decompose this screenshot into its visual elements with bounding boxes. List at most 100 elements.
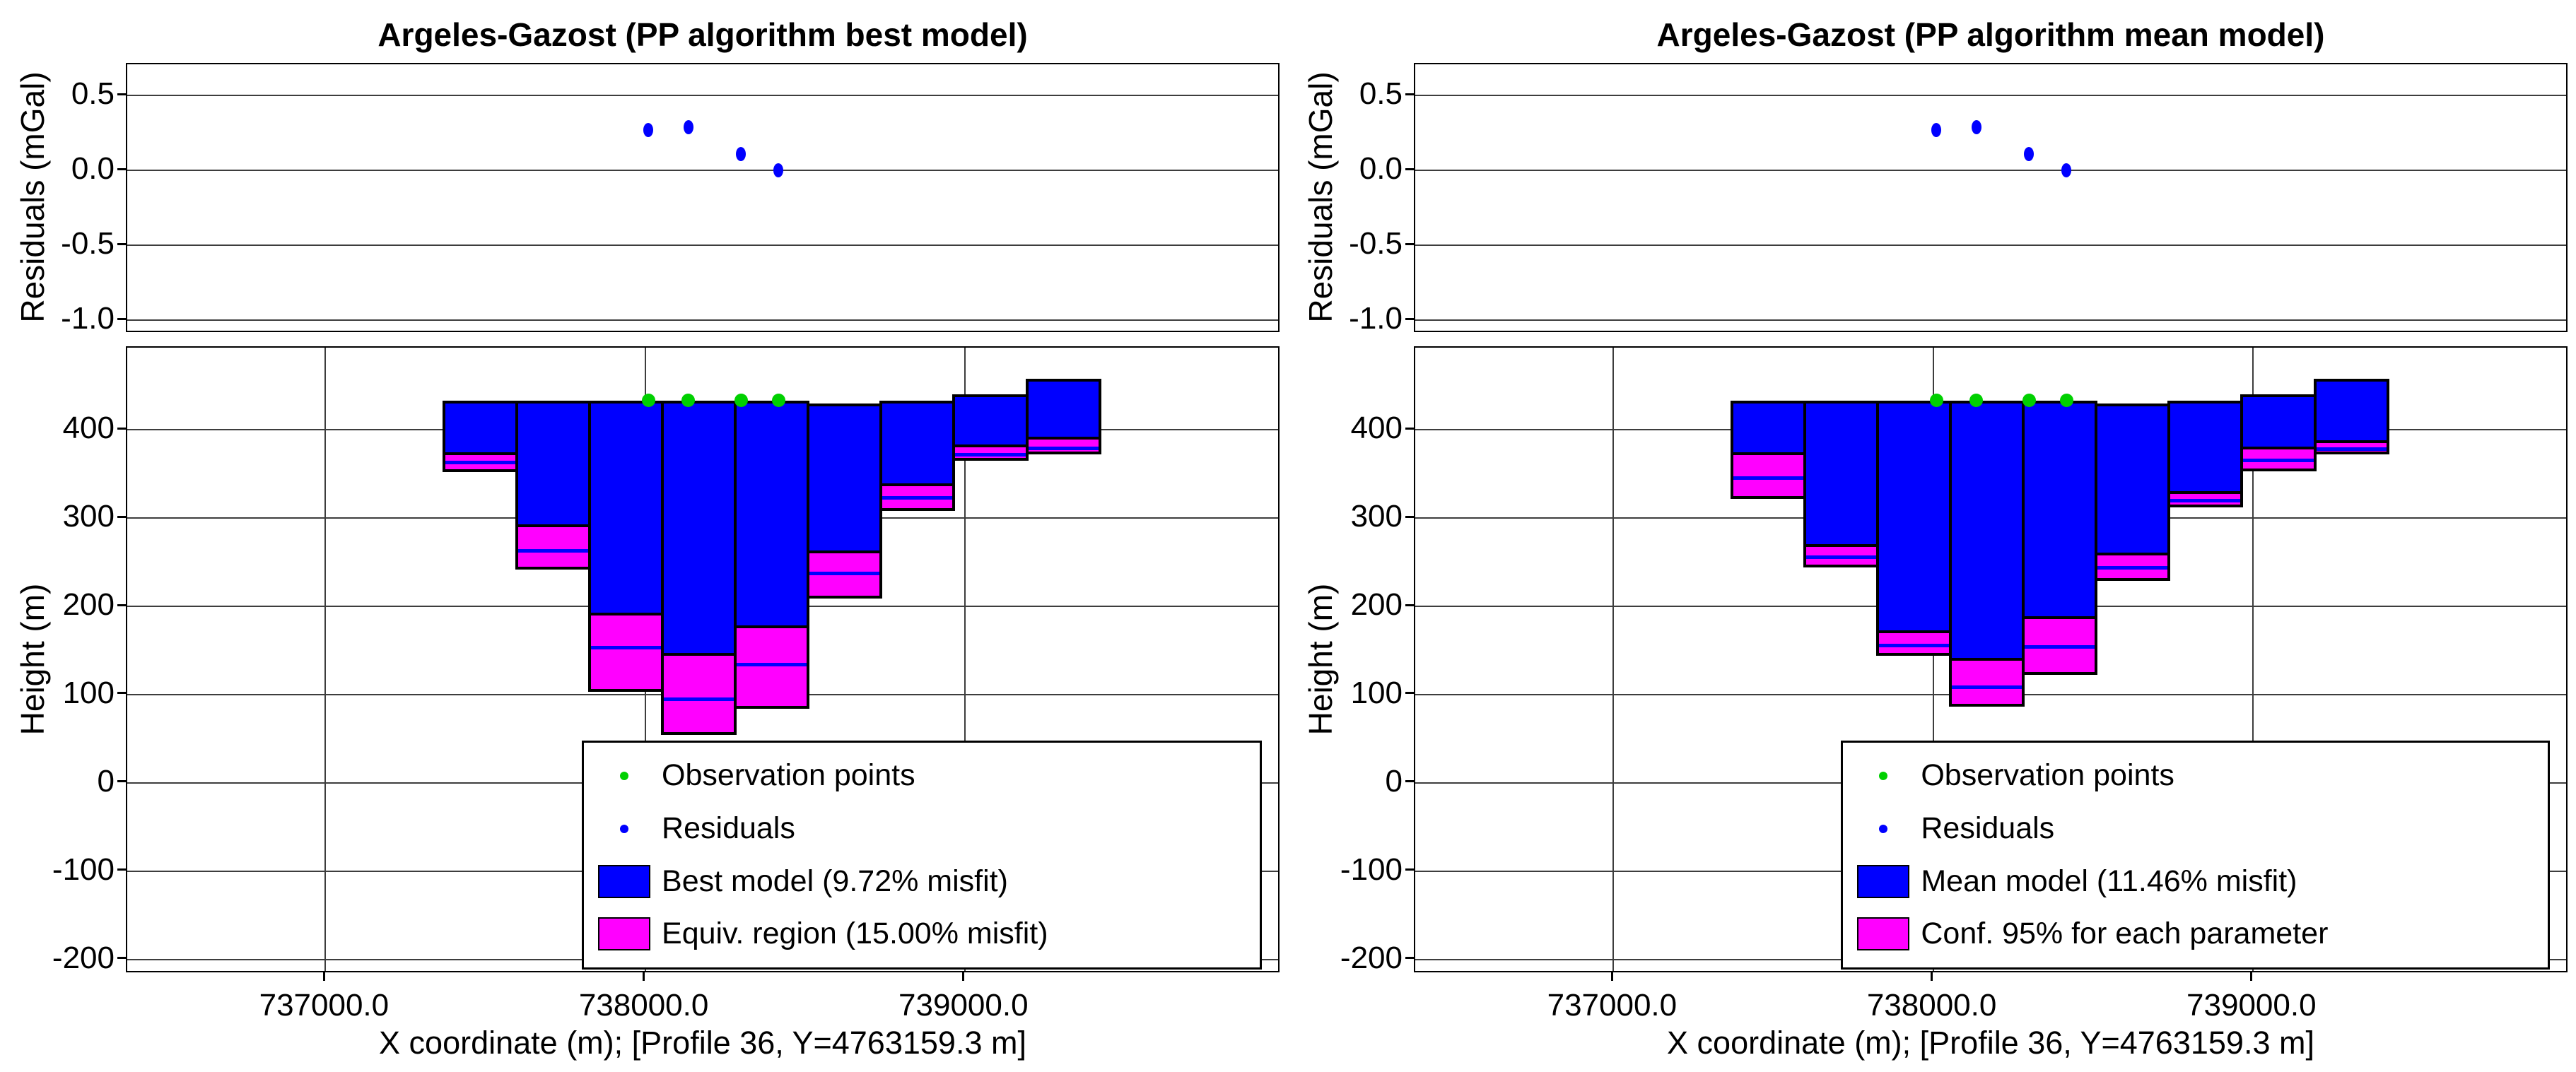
- residual-dot: [1931, 123, 1942, 138]
- legend-item: Best model (9.72% misfit): [592, 864, 1255, 899]
- y-tick-label: 100: [1350, 675, 1403, 710]
- legend-item: Residuals: [1851, 811, 2543, 846]
- y-tick-label: 100: [62, 675, 115, 710]
- residuals-gridline: [1415, 95, 2566, 97]
- residual-dot: [2061, 163, 2072, 178]
- interface-line: [1878, 643, 1949, 647]
- y-tick-label: -0.5: [1349, 226, 1403, 261]
- equiv-region: [1949, 658, 2025, 707]
- tick-mark: [1405, 692, 1414, 695]
- legend-item: Mean model (11.46% misfit): [1851, 864, 2543, 899]
- legend-item-label: Observation points: [1921, 758, 2174, 793]
- y-tick-label: 200: [1350, 587, 1403, 623]
- y-tick-label: 300: [62, 499, 115, 534]
- legend-item: Observation points: [592, 758, 1255, 793]
- equiv-region: [734, 625, 810, 709]
- observation-dot: [771, 394, 785, 408]
- page-title: Argeles-Gazost (PP algorithm best model): [377, 16, 1028, 53]
- y-tick-label: -100: [52, 852, 115, 887]
- tick-mark: [117, 603, 126, 606]
- legend-icon-box: [1851, 824, 1915, 833]
- tick-mark: [117, 317, 126, 320]
- residuals-gridline: [1415, 319, 2566, 322]
- model-column: [2167, 400, 2244, 495]
- legend: Observation points Residuals Mean model (1…: [1841, 740, 2551, 970]
- equiv-swatch-icon: [598, 917, 651, 951]
- x-tick-label: 737000.0: [1547, 988, 1678, 1023]
- equiv-region: [1875, 630, 1952, 656]
- residual-dot: [736, 147, 747, 162]
- x-gridline: [2252, 348, 2254, 971]
- tick-mark: [117, 242, 126, 245]
- model-swatch-icon: [598, 864, 651, 898]
- x-tick-label: 738000.0: [1866, 988, 1997, 1023]
- interface-line: [2097, 565, 2168, 570]
- residual-dot: [683, 119, 693, 134]
- x-axis-label: X coordinate (m); [Profile 36, Y=4763159…: [379, 1025, 1026, 1061]
- tick-mark: [1405, 868, 1414, 871]
- tick-mark: [117, 780, 126, 783]
- panel-group-best: Argeles-Gazost (PP algorithm best model)…: [14, 16, 1280, 1061]
- residuals-gridline: [1415, 245, 2566, 247]
- tick-mark: [1405, 317, 1414, 320]
- tick-mark: [1405, 780, 1414, 783]
- x-tick-label: 739000.0: [2186, 988, 2317, 1023]
- residuals-gridline: [127, 95, 1278, 97]
- legend-item-label: Residuals: [1921, 811, 2055, 846]
- observation-dot-icon: [620, 771, 629, 780]
- model-column: [1803, 400, 1879, 548]
- residuals-plot: [1414, 63, 2568, 332]
- legend-item: Observation points: [1851, 758, 2543, 793]
- legend-icon-box: [1851, 864, 1915, 898]
- legend-item-label: Conf. 95% for each parameter: [1921, 917, 2329, 951]
- observation-dot: [734, 394, 748, 408]
- y-tick-label: 0.0: [1359, 151, 1403, 187]
- legend-item: Conf. 95% for each parameter: [1851, 917, 2543, 951]
- interface-line: [664, 697, 734, 701]
- model-swatch-icon: [1857, 864, 1910, 898]
- residual-dot: [1971, 119, 1981, 134]
- model-column: [2022, 400, 2098, 619]
- interface-line: [955, 452, 1026, 457]
- x-gridline: [1612, 348, 1615, 971]
- tick-mark: [117, 167, 126, 170]
- interface-line: [590, 646, 661, 650]
- tick-mark: [117, 692, 126, 695]
- residuals-gridline: [127, 170, 1278, 172]
- legend-icon-box: [592, 824, 656, 833]
- residual-dot: [773, 163, 784, 178]
- y-tick-label: -100: [1340, 852, 1403, 887]
- observation-dot: [2022, 394, 2036, 408]
- legend-icon-box: [592, 771, 656, 780]
- interface-line: [1028, 446, 1099, 450]
- observation-dot: [1969, 394, 1984, 408]
- interface-line: [1733, 476, 1803, 481]
- y-tick-label: 400: [62, 411, 115, 446]
- residuals-gridline: [127, 319, 1278, 322]
- tick-mark: [1405, 242, 1414, 245]
- panel-group-mean: Argeles-Gazost (PP algorithm mean model)…: [1288, 0, 2576, 1072]
- equiv-region: [515, 524, 591, 570]
- model-column: [515, 400, 591, 527]
- tick-mark: [322, 972, 325, 981]
- equiv-region: [2240, 446, 2317, 471]
- model-column: [2240, 394, 2317, 449]
- legend-item: Residuals: [592, 811, 1255, 846]
- y-tick-label: -200: [1340, 940, 1403, 975]
- observation-dot-icon: [1879, 771, 1888, 780]
- x-tick-label: 738000.0: [578, 988, 709, 1023]
- interface-line: [2243, 459, 2314, 463]
- interface-line: [1952, 685, 2022, 690]
- y-tick-label: 200: [62, 587, 115, 623]
- tick-mark: [1610, 972, 1613, 981]
- tick-mark: [1405, 427, 1414, 430]
- interface-line: [809, 572, 880, 576]
- legend-icon-box: [592, 917, 656, 951]
- model-column: [587, 400, 664, 615]
- model-column: [734, 400, 810, 629]
- x-gridline: [964, 348, 966, 971]
- legend-icon-box: [1851, 771, 1915, 780]
- equiv-swatch-icon: [1857, 917, 1910, 951]
- tick-mark: [1405, 167, 1414, 170]
